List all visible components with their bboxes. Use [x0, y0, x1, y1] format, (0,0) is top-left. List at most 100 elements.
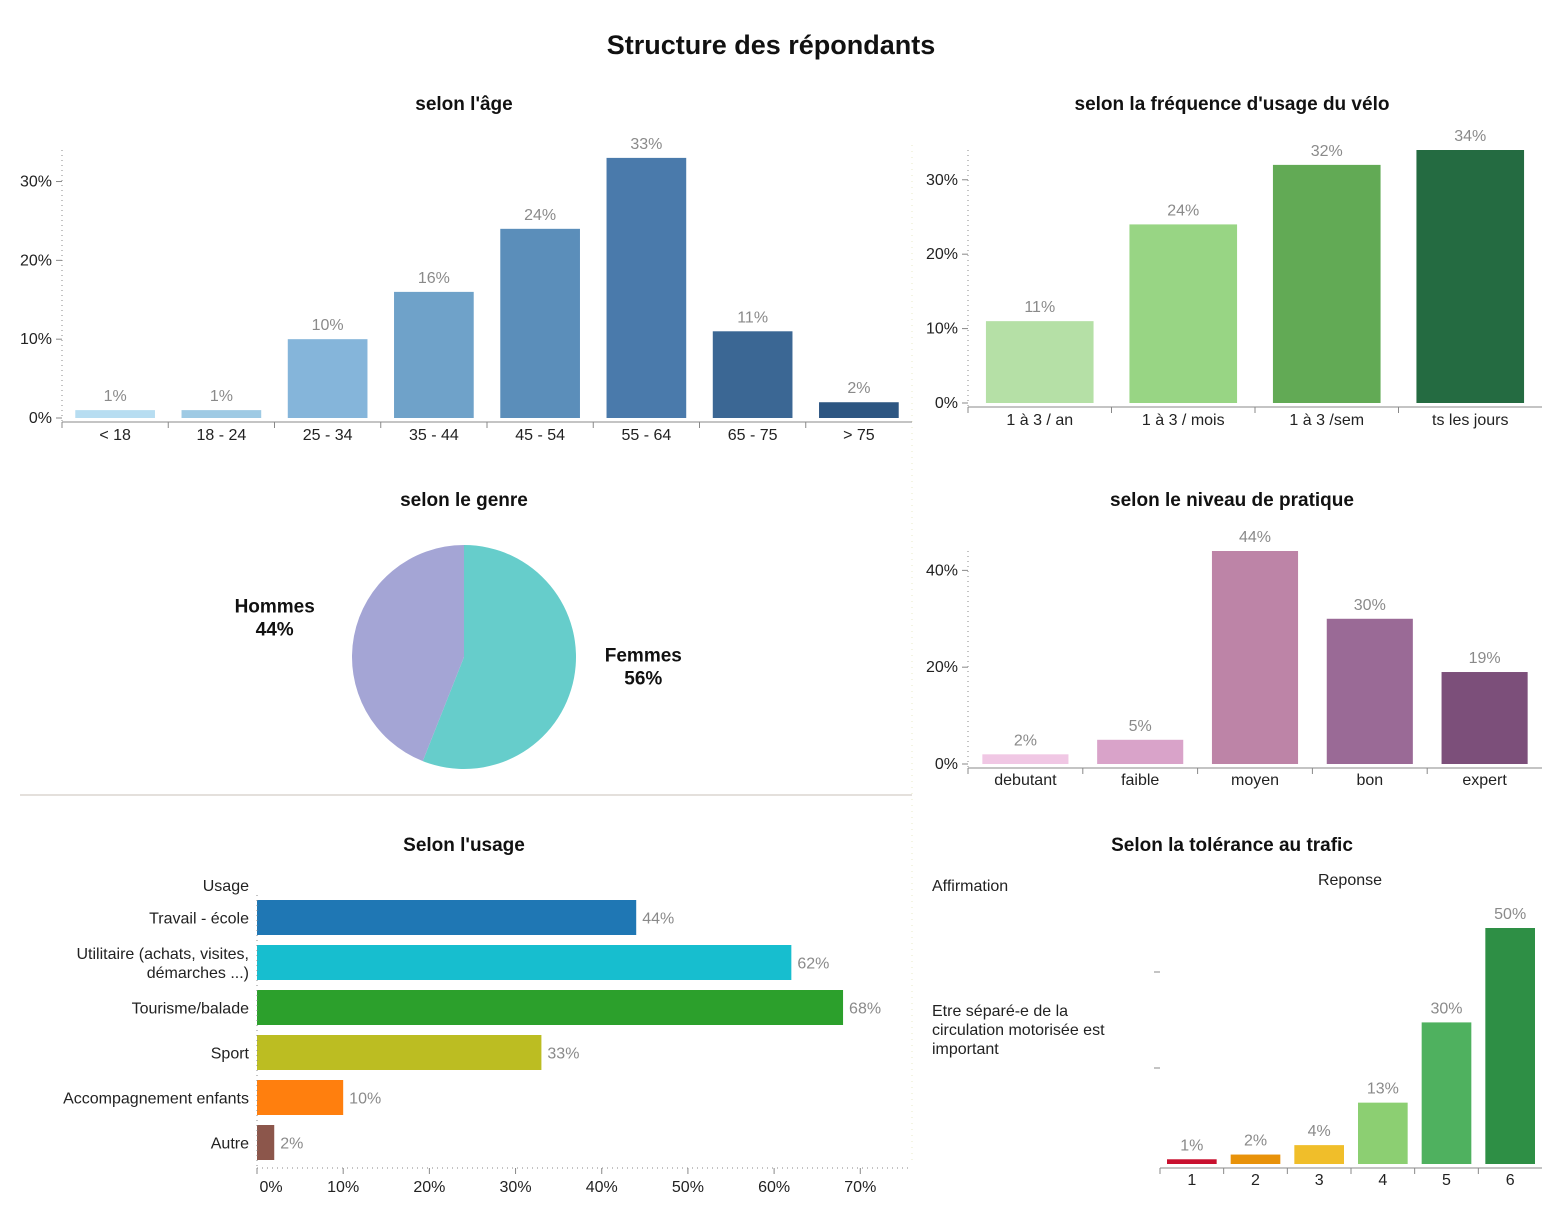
age-bar: [394, 291, 474, 418]
usage-data-label: 62%: [797, 956, 829, 973]
age-data-label: 11%: [737, 309, 768, 326]
genre-chart-title: selon le genre: [400, 490, 528, 511]
age-bar: [287, 339, 368, 418]
frequence-chart-title: selon la fréquence d'usage du vélo: [1075, 94, 1390, 115]
frequence-x-tick-label: 1 à 3 /sem: [1289, 412, 1364, 429]
usage-x-tick-label: 60%: [758, 1179, 790, 1196]
usage-bar: [257, 900, 637, 935]
frequence-data-label: 11%: [1024, 299, 1055, 316]
tolerance-x-tick-label: 3: [1315, 1172, 1324, 1189]
niveau-data-label: 5%: [1129, 718, 1152, 735]
age-x-tick-label: 35 - 44: [409, 427, 459, 444]
usage-bar: [257, 945, 792, 980]
usage-x-tick-label: 70%: [844, 1179, 876, 1196]
usage-bar: [257, 1080, 344, 1115]
usage-category-label: démarches ...): [147, 965, 249, 982]
usage-x-tick-label: 10%: [327, 1179, 359, 1196]
usage-category-label: Sport: [211, 1046, 250, 1063]
tolerance-x-tick-label: 1: [1187, 1172, 1196, 1189]
usage-bar: [257, 1035, 542, 1070]
niveau-y-tick-label: 0%: [935, 756, 958, 773]
age-data-label: 10%: [312, 317, 344, 334]
niveau-chart-title: selon le niveau de pratique: [1110, 490, 1354, 511]
age-y-tick-label: 0%: [29, 410, 52, 427]
usage-header: Usage: [203, 878, 249, 895]
tolerance-row-label: important: [932, 1041, 999, 1058]
age-data-label: 2%: [847, 380, 870, 397]
age-data-label: 16%: [418, 270, 450, 287]
niveau-data-label: 2%: [1014, 732, 1037, 749]
tolerance-bar: [1294, 1145, 1344, 1164]
niveau-bar: [982, 754, 1069, 764]
tolerance-data-label: 4%: [1308, 1123, 1331, 1140]
frequence-y-tick-label: 10%: [926, 321, 958, 338]
age-data-label: 33%: [630, 136, 662, 153]
tolerance-chart-title: Selon la tolérance au trafic: [1111, 835, 1353, 856]
niveau-x-tick-label: expert: [1462, 772, 1507, 789]
usage-x-tick-label: 30%: [500, 1179, 532, 1196]
tolerance-bar: [1167, 1159, 1217, 1164]
tolerance-data-label: 30%: [1430, 1000, 1462, 1017]
niveau-y-tick-label: 20%: [926, 659, 958, 676]
age-x-tick-label: 55 - 64: [621, 427, 671, 444]
niveau-data-label: 19%: [1469, 650, 1501, 667]
tolerance-row-label: Etre séparé-e de la: [932, 1003, 1068, 1020]
tolerance-x-tick-label: 2: [1251, 1172, 1260, 1189]
usage-data-label: 10%: [349, 1091, 381, 1108]
age-chart-title: selon l'âge: [415, 94, 512, 115]
age-x-tick-label: > 75: [843, 427, 875, 444]
niveau-bar: [1211, 551, 1299, 764]
niveau-x-tick-label: moyen: [1231, 772, 1279, 789]
frequence-x-tick-label: ts les jours: [1432, 412, 1508, 429]
usage-bar: [257, 1125, 275, 1160]
age-x-tick-label: 65 - 75: [728, 427, 778, 444]
tolerance-row-label: circulation motorisée est: [932, 1022, 1105, 1039]
frequence-data-label: 32%: [1311, 143, 1343, 160]
usage-x-tick-label: 50%: [672, 1179, 704, 1196]
age-bar: [819, 402, 899, 418]
genre-pie-value: 44%: [256, 619, 294, 640]
frequence-bar: [985, 321, 1094, 403]
age-x-tick-label: 45 - 54: [515, 427, 565, 444]
age-bar: [606, 157, 687, 418]
age-data-label: 1%: [104, 388, 127, 405]
usage-category-label: Travail - école: [149, 911, 249, 928]
tolerance-bar: [1358, 1102, 1408, 1164]
age-x-tick-label: < 18: [99, 427, 131, 444]
niveau-data-label: 30%: [1354, 597, 1386, 614]
niveau-bar: [1097, 739, 1184, 764]
usage-category-label: Utilitaire (achats, visites,: [77, 946, 250, 963]
age-data-label: 24%: [524, 207, 556, 224]
genre-pie-value: 56%: [624, 669, 662, 690]
age-x-tick-label: 25 - 34: [303, 427, 353, 444]
tolerance-bar: [1421, 1022, 1472, 1164]
usage-data-label: 44%: [642, 911, 674, 928]
page-title: Structure des répondants: [606, 30, 936, 60]
age-data-label: 1%: [210, 388, 233, 405]
frequence-bar: [1129, 224, 1238, 403]
usage-x-tick-label: 0%: [259, 1179, 282, 1196]
tolerance-row-header: Affirmation: [932, 878, 1008, 895]
niveau-bar: [1326, 618, 1413, 764]
age-y-tick-label: 20%: [20, 252, 52, 269]
frequence-bar: [1272, 164, 1381, 403]
age-bar: [712, 331, 793, 418]
frequence-bar: [1416, 150, 1525, 403]
tolerance-data-label: 50%: [1494, 906, 1526, 923]
usage-x-tick-label: 20%: [413, 1179, 445, 1196]
frequence-x-tick-label: 1 à 3 / mois: [1142, 412, 1225, 429]
tolerance-data-label: 13%: [1367, 1081, 1399, 1098]
niveau-x-tick-label: debutant: [994, 772, 1057, 789]
genre-pie-slice: [422, 545, 577, 769]
usage-data-label: 68%: [849, 1001, 881, 1018]
genre-pie-label: Hommes: [235, 596, 315, 617]
tolerance-x-tick-label: 6: [1506, 1172, 1515, 1189]
usage-chart-title: Selon l'usage: [403, 835, 525, 856]
usage-data-label: 2%: [280, 1136, 303, 1153]
genre-pie-label: Femmes: [605, 646, 682, 667]
age-bar: [75, 410, 155, 418]
niveau-data-label: 44%: [1239, 529, 1271, 546]
frequence-y-tick-label: 30%: [926, 172, 958, 189]
usage-category-label: Autre: [211, 1136, 249, 1153]
